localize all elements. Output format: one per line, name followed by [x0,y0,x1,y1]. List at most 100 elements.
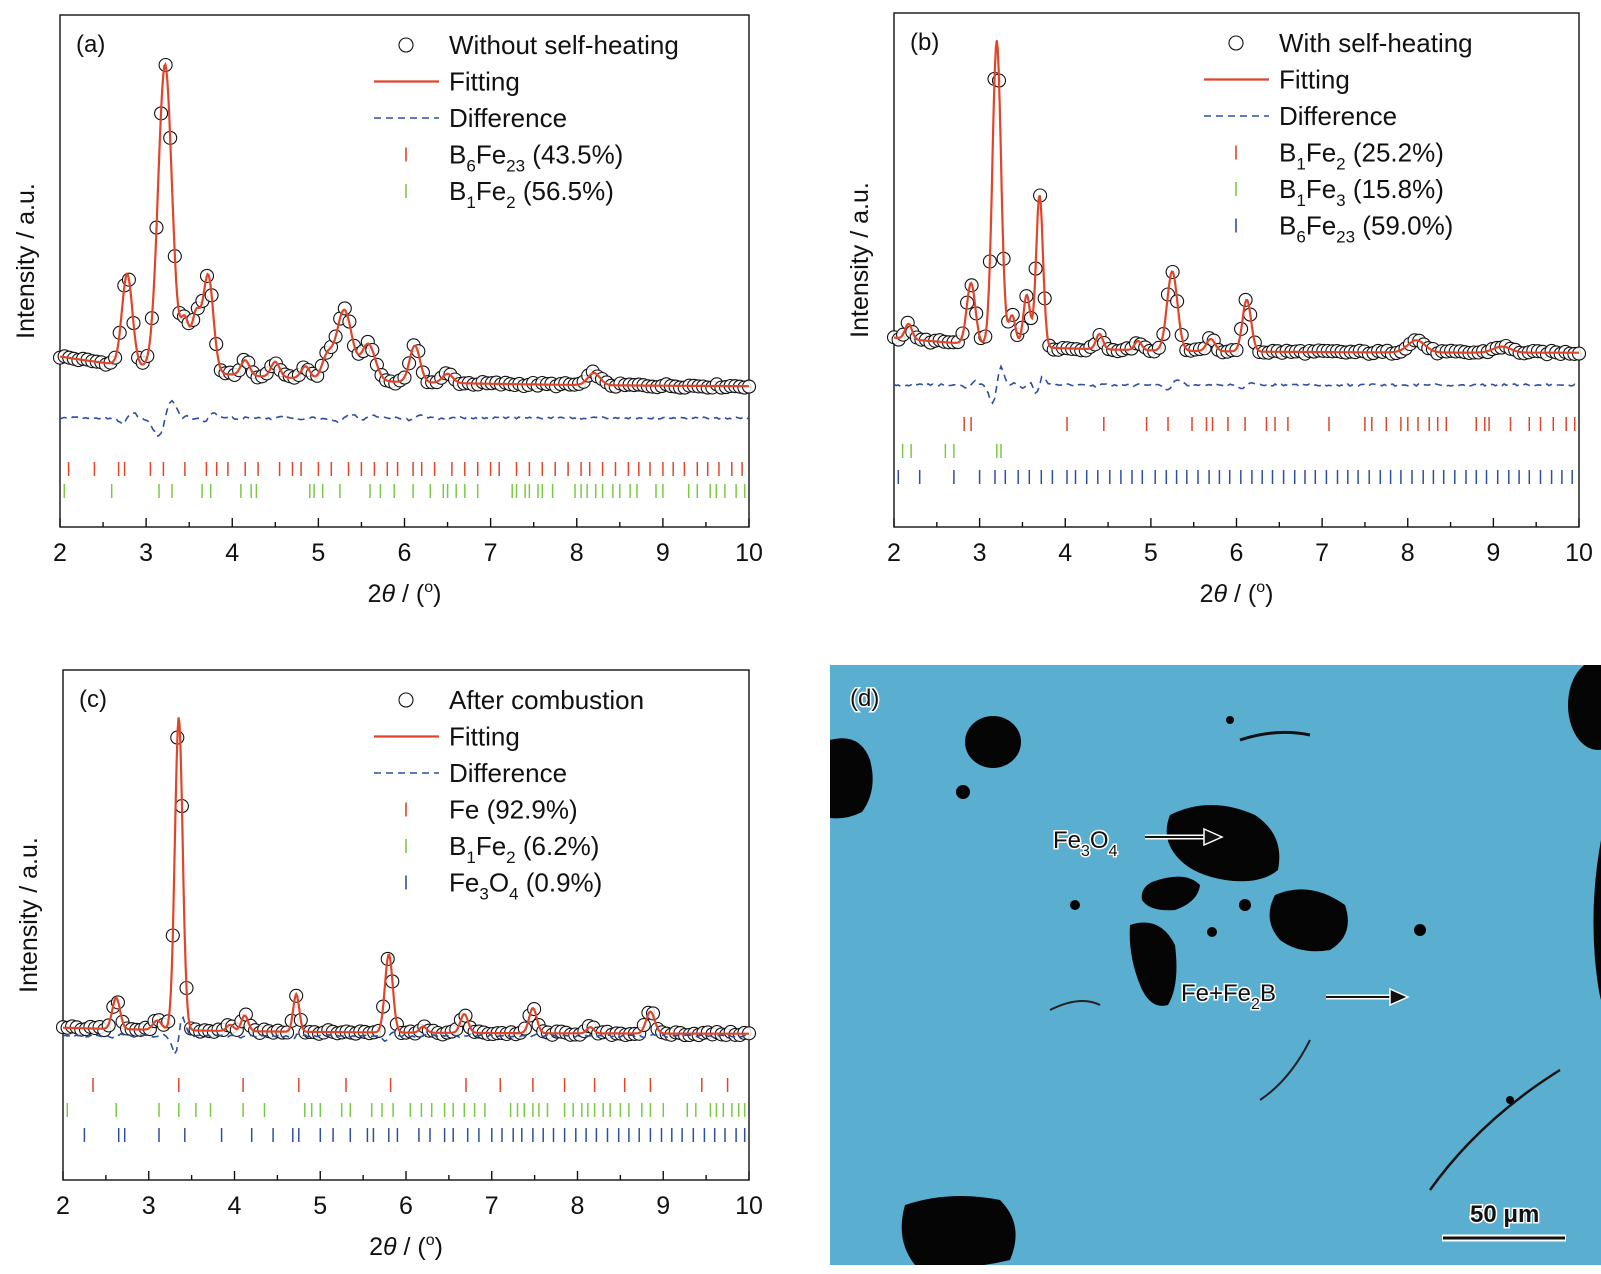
phase-tick-row-2 [66,1103,746,1117]
fe3o4-arrow [1145,827,1224,847]
x-tick-label: 4 [1058,539,1072,567]
legend-phase-label: B1Fe2 (25.2%) [1279,138,1444,174]
y-axis-label: Intensity / a.u. [15,837,43,993]
x-tick-label: 5 [311,539,325,567]
x-tick-label: 5 [1144,539,1158,567]
x-tick-label: 9 [656,1192,670,1220]
legend-phase-label: B1Fe3 (15.8%) [1279,174,1444,210]
panel-label: (c) [79,686,107,713]
x-tick-label: 7 [485,1192,499,1220]
legend-fitting-label: Fitting [1279,65,1350,95]
legend: With self-heating Fitting Difference B1Fe2 … [1204,28,1473,247]
xrd-panel-b: 2 3 4 5 6 7 8 9 10 2θ / (o) Intensity / a.u. (b) Wit… [846,12,1593,608]
difference-line [893,364,1580,405]
legend-phase-label: B6Fe23 (59.0%) [1279,211,1453,247]
fe-fe2b-label: Fe+Fe2B [1181,980,1276,1013]
legend-phase-label: B6Fe23 (43.5%) [449,140,623,176]
dark-speck-3 [1239,899,1251,911]
x-tick-label: 6 [398,539,412,567]
legend-observed-marker [398,692,414,708]
y-axis-label: Intensity / a.u. [846,182,874,338]
legend-phase-label: B1Fe2 (6.2%) [449,831,599,867]
x-tick-label: 6 [399,1192,413,1220]
dark-region-left-top [830,738,873,819]
x-axis-label: 2θ / (o) [369,1232,443,1261]
dark-speck-1 [956,785,970,799]
x-tick-label: 10 [735,539,763,567]
xrd-panel-a: 2 3 4 5 6 7 8 9 10 2θ / (o) Intensity / a.u. (a) Wit… [12,14,763,608]
legend: Without self-heating Fitting Difference B6F… [374,30,679,212]
difference-line [59,399,750,438]
fitting-line [62,717,749,1035]
dark-speck-2 [1207,927,1217,937]
x-tick-label: 3 [973,539,987,567]
observed-series [52,57,757,395]
x-tick-label: 3 [142,1192,156,1220]
x-tick-label: 4 [225,539,239,567]
legend-observed-label: Without self-heating [449,30,679,60]
phase-tick-row-2 [63,484,746,498]
x-tick-label: 8 [571,1192,585,1220]
legend-fitting-label: Fitting [449,67,520,97]
xrd-panel-c: 2 3 4 5 6 7 8 9 10 2θ / (o) Intensity / a.u. (c) Aft… [15,669,763,1261]
legend-phase-label: Fe3O4 (0.9%) [449,868,602,904]
fitting-line [893,40,1579,354]
x-tick-label: 3 [139,539,153,567]
micrograph-panel-d: (d) Fe3O4 Fe+Fe2B 50 μm [830,665,1601,1265]
x-tick-label: 4 [228,1192,242,1220]
dark-crack-1 [1239,730,1311,742]
x-tick-label: 9 [1486,539,1500,567]
dark-region-blob-1 [965,716,1021,768]
legend: After combustion Fitting Difference Fe (92.… [374,685,644,904]
dark-region-center [1269,889,1348,952]
x-tick-label: 8 [1401,539,1415,567]
phase-tick-row-3 [83,1128,746,1142]
legend-difference-label: Difference [449,103,567,133]
dark-speck-4 [1414,924,1426,936]
legend-difference-label: Difference [449,758,567,788]
x-tick-label: 2 [56,1192,70,1220]
phase-tick-row-1 [67,462,743,476]
dark-speck-5 [1070,900,1080,910]
dark-region-vertical [1129,922,1177,1006]
y-axis-label: Intensity / a.u. [12,183,40,339]
x-tick-label: 7 [1315,539,1329,567]
dark-speck-6 [1506,1096,1514,1104]
x-tick-label: 9 [656,539,670,567]
dark-region-corner-right [1568,665,1601,750]
legend-phase-label: Fe (92.9%) [449,795,578,825]
dark-region-oval [1141,876,1200,911]
plot-frame [62,669,750,1181]
phase-tick-row-3 [897,470,1573,484]
difference-line [62,1015,750,1056]
x-tick-label: 5 [313,1192,327,1220]
fe3o4-label: Fe3O4 [1053,827,1118,860]
phase-tick-row-1 [963,417,1576,431]
legend-observed-label: After combustion [449,685,644,715]
x-tick-label: 7 [484,539,498,567]
panel-label: (b) [910,29,939,56]
fitting-line [59,61,749,388]
x-tick-label: 6 [1230,539,1244,567]
micrograph-panel-label: (d) [850,685,879,712]
phase-tick-row-1 [92,1078,729,1092]
legend-observed-label: With self-heating [1279,28,1473,58]
phase-tick-row-2 [901,444,1002,458]
dark-crack-4 [1049,1000,1101,1011]
dark-crack-2 [1428,1068,1561,1191]
legend-observed-marker [398,37,414,53]
x-tick-label: 2 [887,539,901,567]
observed-point [337,301,352,316]
x-tick-label: 8 [570,539,584,567]
plot-frame [59,14,750,528]
legend-difference-label: Difference [1279,101,1397,131]
x-axis-label: 2θ / (o) [1200,579,1274,608]
legend-fitting-label: Fitting [449,722,520,752]
dark-region-fe3o4-main [1166,805,1280,882]
dark-region-bottom-left [901,1196,1016,1265]
dark-region-right-edge [1593,840,1601,1000]
dark-speck-7 [1226,716,1234,724]
fe-fe2b-arrow [1326,987,1410,1007]
legend-phase-label: B1Fe2 (56.5%) [449,176,614,212]
